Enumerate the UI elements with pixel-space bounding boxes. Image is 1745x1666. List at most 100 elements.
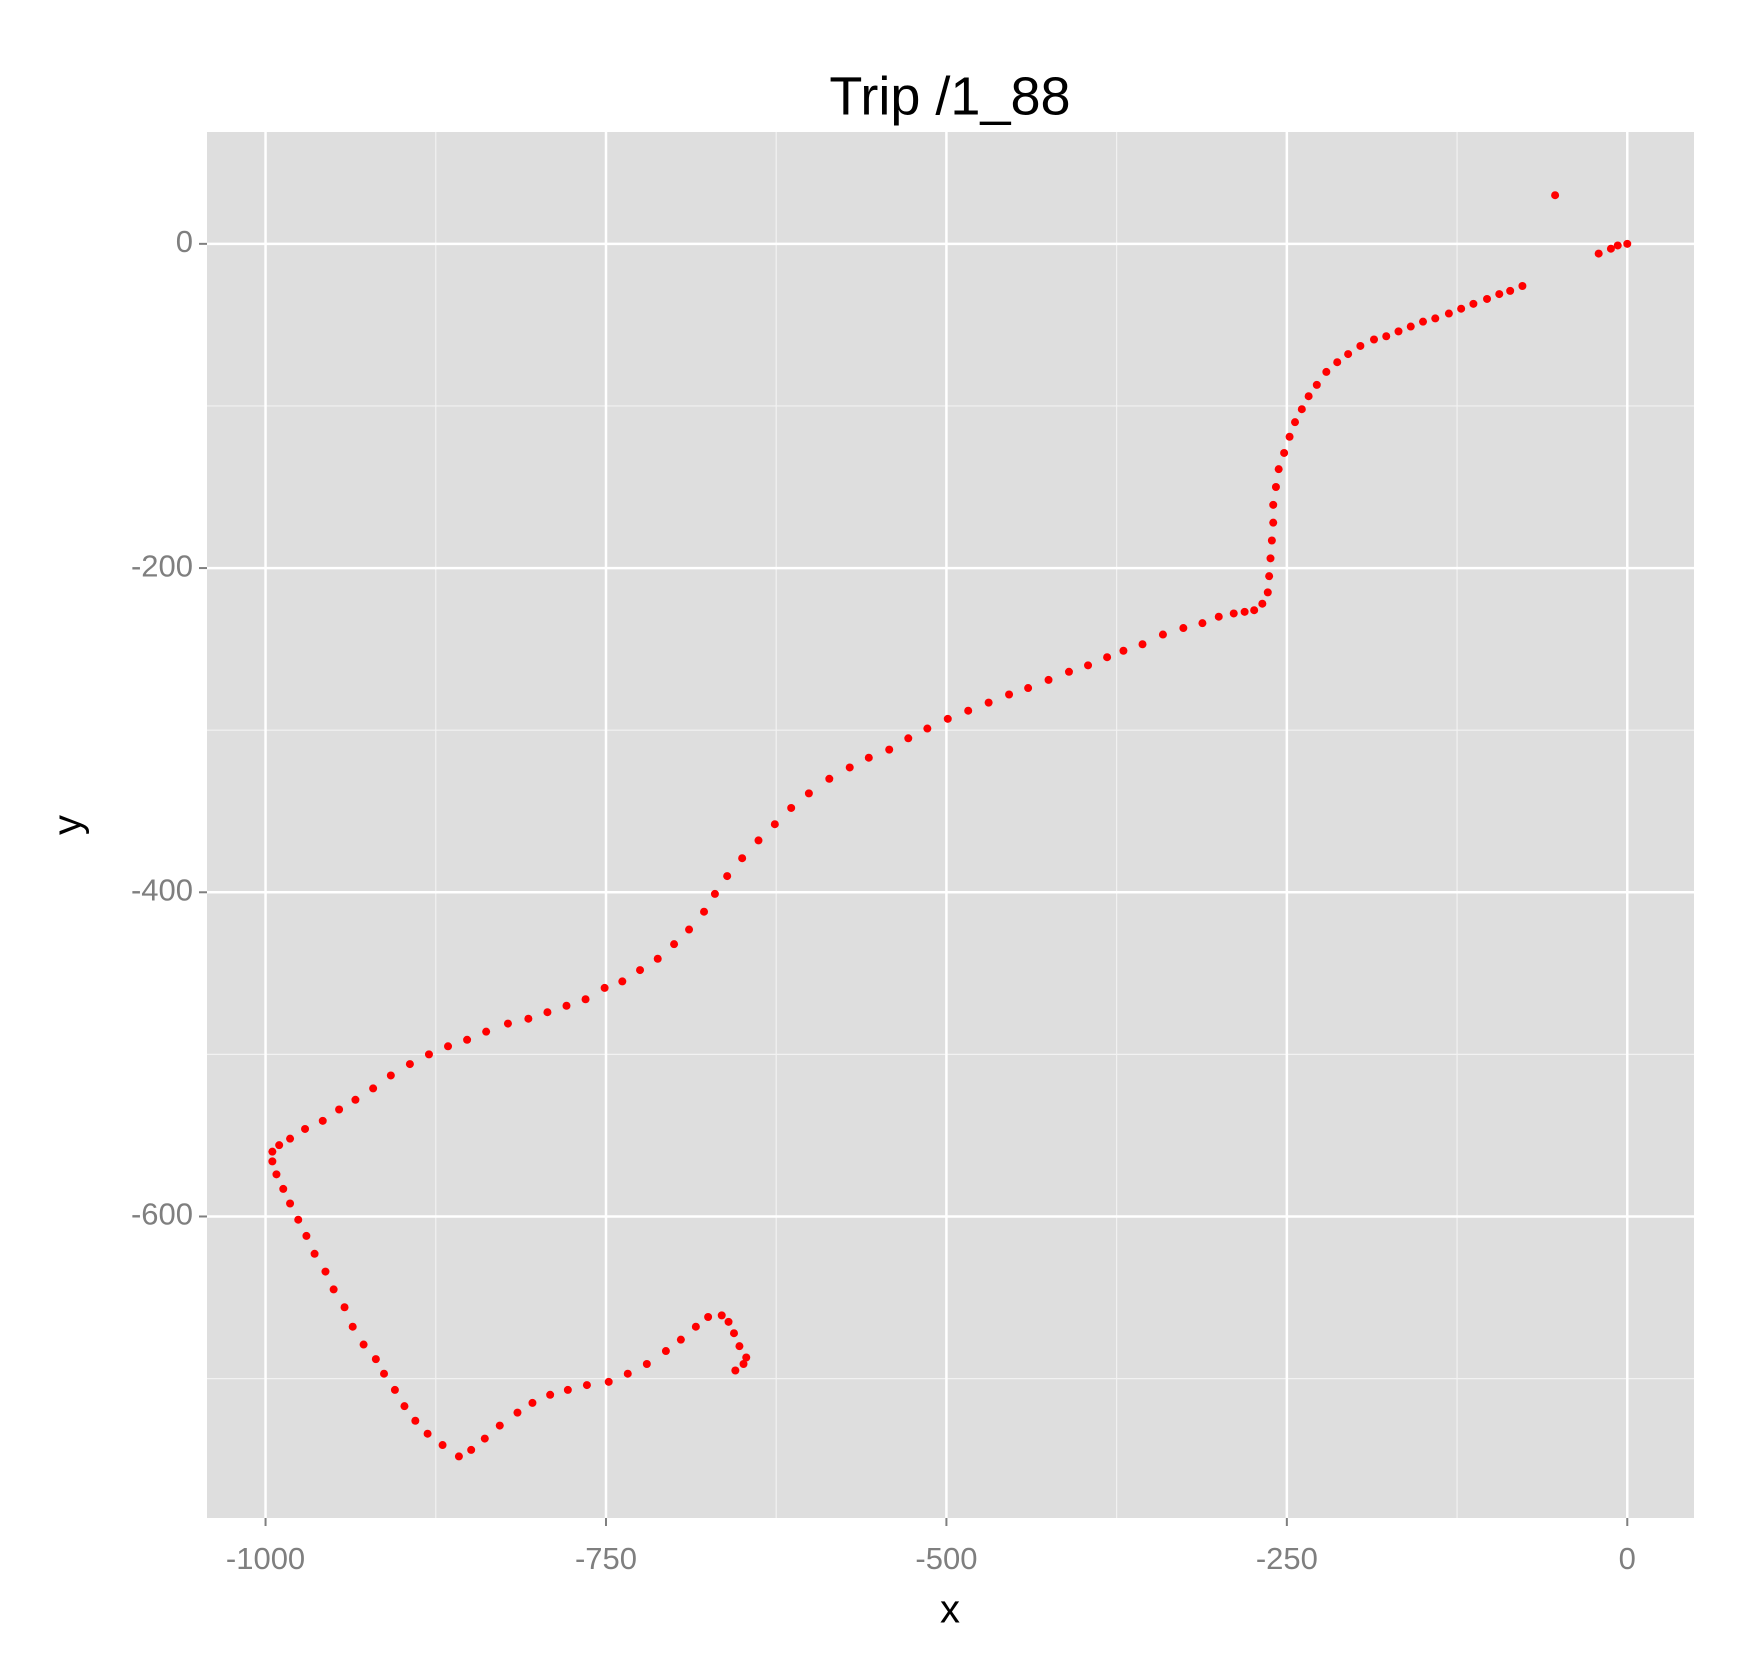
- point: [582, 1381, 591, 1390]
- point: [1119, 646, 1128, 655]
- point: [279, 1184, 288, 1193]
- point: [738, 854, 747, 863]
- point: [742, 1353, 751, 1362]
- chart-title: Trip /1_88: [829, 66, 1070, 126]
- point: [454, 1452, 463, 1461]
- point: [495, 1421, 504, 1430]
- point: [310, 1249, 319, 1258]
- point: [724, 1317, 733, 1326]
- point: [735, 1342, 744, 1351]
- point: [804, 789, 813, 798]
- point: [1291, 418, 1300, 427]
- point: [1406, 322, 1415, 331]
- point: [704, 1312, 713, 1321]
- point: [546, 1390, 555, 1399]
- point: [581, 995, 590, 1004]
- point: [321, 1267, 330, 1276]
- point: [543, 1008, 552, 1017]
- point: [885, 745, 894, 754]
- point: [623, 1369, 632, 1378]
- point: [1269, 500, 1278, 509]
- point: [1394, 327, 1403, 336]
- point: [359, 1340, 368, 1349]
- point: [302, 1231, 311, 1240]
- point: [272, 1170, 281, 1179]
- point: [604, 1377, 613, 1386]
- point: [1312, 380, 1321, 389]
- point: [845, 763, 854, 772]
- point: [1369, 335, 1378, 344]
- point: [661, 1347, 670, 1356]
- point: [1214, 612, 1223, 621]
- point: [600, 983, 609, 992]
- point: [329, 1285, 338, 1294]
- point: [904, 734, 913, 743]
- point: [1457, 304, 1466, 313]
- x-tick-label: -250: [1256, 1541, 1318, 1576]
- point: [405, 1060, 414, 1069]
- plot-panel: [207, 132, 1694, 1518]
- y-tick-label: -200: [131, 548, 193, 583]
- point: [318, 1116, 327, 1125]
- point: [653, 954, 662, 963]
- point: [943, 714, 952, 723]
- point: [1419, 317, 1428, 326]
- point: [1274, 465, 1283, 474]
- point: [618, 977, 627, 986]
- point: [1518, 282, 1527, 290]
- point: [480, 1434, 489, 1443]
- x-tick-label: 0: [1619, 1541, 1636, 1576]
- point: [1258, 599, 1267, 608]
- point: [923, 724, 932, 733]
- point: [275, 1141, 284, 1150]
- point: [528, 1398, 537, 1407]
- point: [636, 966, 645, 975]
- point: [676, 1335, 685, 1344]
- point: [1044, 675, 1053, 684]
- point: [984, 698, 993, 707]
- point: [386, 1071, 395, 1080]
- point: [1594, 249, 1603, 258]
- point: [1613, 241, 1622, 250]
- point: [1382, 332, 1391, 341]
- point: [729, 1329, 738, 1338]
- point: [1179, 624, 1188, 633]
- point: [1240, 607, 1249, 616]
- point: [1444, 309, 1453, 318]
- point: [685, 925, 694, 934]
- point: [1250, 606, 1259, 615]
- point: [787, 803, 796, 812]
- point: [1265, 572, 1274, 581]
- point: [700, 907, 709, 916]
- point: [1271, 483, 1280, 492]
- point: [1266, 554, 1275, 563]
- point: [301, 1124, 310, 1133]
- y-tick-label: -400: [131, 872, 193, 907]
- x-tick-label: -500: [915, 1541, 977, 1576]
- point: [503, 1019, 512, 1028]
- point: [286, 1134, 295, 1143]
- point: [1322, 367, 1331, 376]
- point: [1198, 619, 1207, 628]
- point: [1297, 405, 1306, 414]
- point: [438, 1441, 447, 1450]
- point: [424, 1050, 433, 1059]
- point: [864, 753, 873, 762]
- point: [294, 1215, 303, 1224]
- point: [964, 706, 973, 715]
- y-tick-label: 0: [176, 224, 193, 259]
- point: [1005, 690, 1014, 699]
- point: [754, 836, 763, 845]
- point: [1103, 653, 1112, 662]
- point: [482, 1027, 491, 1036]
- point: [1064, 667, 1073, 676]
- point: [369, 1084, 378, 1093]
- point: [1333, 358, 1342, 367]
- point: [1495, 290, 1504, 299]
- point: [642, 1360, 651, 1368]
- point: [1344, 350, 1353, 359]
- point: [423, 1429, 432, 1438]
- point: [1285, 432, 1294, 441]
- x-tick-label: -750: [575, 1541, 637, 1576]
